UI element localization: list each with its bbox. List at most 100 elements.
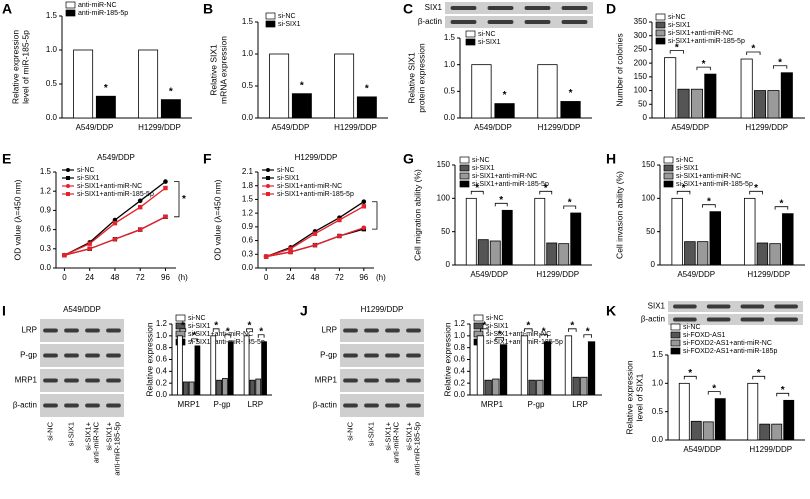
x-tick-label: 96 (161, 273, 170, 282)
significance-marker: * (542, 326, 546, 337)
legend-swatch (459, 172, 470, 180)
blot-band (43, 353, 58, 358)
legend-label: si-SIX1+anti-miR-NC (77, 183, 142, 190)
blot-strip (340, 394, 424, 417)
legend-label: si-FOXD2-AS1+anti-miR-185p (683, 348, 777, 355)
legend-swatch (663, 156, 674, 164)
legend-label: si-FOXD2-AS1+anti-miR-NC (683, 340, 772, 347)
blot-band (706, 304, 731, 309)
y-tick-label: 0.3 (242, 249, 254, 258)
bar (570, 212, 582, 266)
legend-label: si-NC (277, 167, 295, 174)
bar (528, 379, 536, 396)
blot-band (364, 378, 379, 383)
panel-letter: C (403, 1, 413, 17)
panel-letter: A (2, 1, 12, 17)
lane-label: si-SIX1 (66, 422, 75, 446)
legend-marker (266, 184, 270, 188)
x-tick-label: A549/DDP (683, 445, 721, 454)
blot-band (85, 353, 100, 358)
x-tick-label: MRP1 (178, 400, 201, 409)
bar (227, 341, 234, 396)
bar (477, 239, 489, 266)
y-tick-label: 1.5 (242, 195, 254, 204)
x-tick-label: 72 (136, 273, 145, 282)
legend-swatch (265, 12, 276, 20)
point (163, 179, 168, 184)
x-tick-label: A549/DDP (677, 270, 715, 279)
blot-band (343, 378, 358, 383)
y-tick-label: 250 (634, 45, 648, 54)
point (288, 246, 293, 251)
blot-band (561, 6, 588, 10)
y-axis-label: mRNA expression (218, 36, 228, 104)
y-tick-label: 300 (634, 31, 648, 40)
y-tick-label: 1.5 (40, 167, 52, 176)
bar (572, 376, 580, 396)
significance-marker: * (751, 44, 755, 55)
significance-marker: * (569, 88, 573, 99)
bar (702, 421, 714, 441)
x-axis-label: (h) (376, 273, 386, 282)
blot-row-label: LRP (321, 326, 337, 335)
lane-label: si-SIX1+ (404, 421, 413, 450)
y-tick-label: 1.5 (46, 11, 58, 20)
significance-marker: * (702, 59, 706, 70)
blot-band (385, 328, 400, 333)
blot-strip (668, 314, 803, 325)
y-tick-label: 0.8 (454, 343, 466, 352)
legend-label: si-SIX1 (77, 175, 100, 182)
bar (769, 243, 781, 266)
legend-label: si-SIX1 (472, 165, 495, 172)
blot-band (385, 378, 400, 383)
significance-bracket (776, 392, 790, 397)
bar (690, 88, 703, 119)
legend-marker (266, 176, 270, 180)
blot-band (673, 317, 697, 322)
point (137, 227, 143, 232)
x-tick-label: 48 (311, 273, 320, 282)
y-tick-label: 0.6 (454, 355, 466, 364)
legend-label: si-NC (188, 315, 206, 322)
bar (465, 197, 477, 266)
blot-band (106, 378, 121, 383)
bar (160, 99, 181, 119)
point (361, 199, 367, 205)
legend-swatch (175, 314, 186, 322)
significance-marker: * (503, 90, 507, 101)
bar (759, 423, 771, 441)
x-tick-label: MRP1 (481, 400, 504, 409)
significance-bracket (563, 205, 577, 209)
blot-band (364, 328, 379, 333)
x-tick-label: 0 (62, 273, 67, 282)
lane-label: anti-miR-185-5p (412, 422, 421, 476)
y-tick-label: 0.3 (40, 244, 52, 253)
legend-swatch (655, 21, 666, 29)
y-axis-label: level of miR-185-5p (20, 30, 30, 104)
legend-label: si-NC (486, 315, 504, 322)
significance-bracket (669, 50, 684, 54)
significance-marker: * (707, 196, 711, 207)
significance-marker: * (499, 195, 503, 206)
blot-band (364, 403, 379, 408)
legend-marker (66, 184, 70, 188)
significance-marker: * (712, 383, 716, 394)
x-axis-label: (h) (178, 273, 188, 282)
bar (754, 90, 767, 119)
significance-marker: * (570, 320, 574, 331)
blot-band (106, 403, 121, 408)
y-tick-label: 100 (634, 86, 648, 95)
bar (543, 341, 552, 396)
y-axis-label: Relative expression (10, 30, 20, 104)
bar (580, 376, 588, 396)
bar (501, 209, 513, 266)
lane-label: anti-miR-185-5p (112, 422, 121, 476)
y-axis-label: level of SIX1 (634, 373, 644, 421)
legend-label: si-SIX1+anti-miR-185-5p (472, 181, 549, 188)
legend-label: si-NC (668, 14, 686, 21)
y-tick-label: 0.0 (242, 263, 254, 272)
significance-marker: * (248, 320, 252, 331)
legend-label: si-NC (478, 31, 496, 38)
significance-bracket (494, 202, 508, 207)
bar (534, 197, 546, 266)
